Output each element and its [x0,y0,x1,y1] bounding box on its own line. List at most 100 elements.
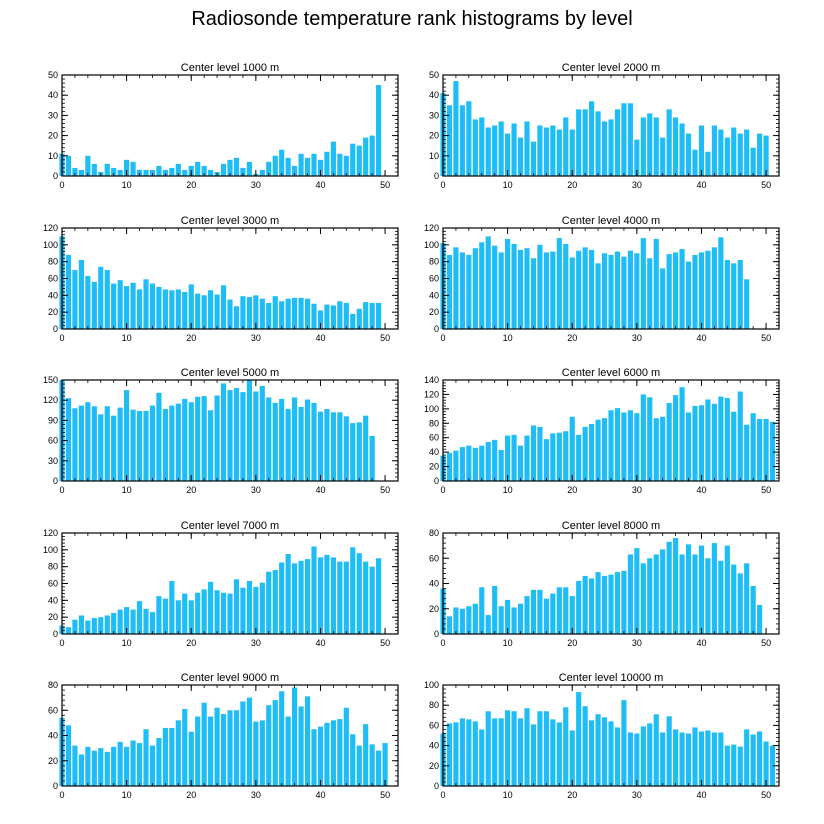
panel-title: Center level 9000 m [181,672,279,684]
histogram-bar [78,169,84,176]
histogram-bar [453,607,459,634]
histogram-bar [91,618,97,634]
y-tick-label: 30 [48,456,58,466]
histogram-bar [195,293,201,329]
histogram-bar [621,700,627,786]
histogram-bar [214,590,220,634]
histogram-bar [117,169,123,176]
histogram-bar [737,573,743,634]
histogram-bar [492,125,498,176]
histogram-bar [208,169,214,176]
histogram-bar [614,109,621,176]
histogram-bar [104,751,110,786]
histogram-bar [627,732,633,786]
histogram-bar [266,302,272,329]
histogram-bar [505,710,511,786]
histogram-bar [162,408,168,481]
histogram-bar [304,298,311,329]
histogram-bar [214,707,220,786]
histogram-bar [543,127,549,176]
histogram-bar [724,745,730,786]
y-tick-label: 80 [429,700,439,710]
histogram-bar [750,586,756,634]
histogram-bar [292,297,298,329]
histogram-bar [143,608,149,634]
histogram-bar [744,129,750,176]
histogram-bar [524,248,530,329]
x-tick-label: 10 [503,180,513,190]
histogram-bar [576,109,582,176]
y-tick-label: 100 [43,545,58,555]
histogram-bar [653,554,659,634]
x-tick-label: 50 [380,790,390,800]
histogram-bar [479,242,485,329]
histogram-bar [143,169,149,176]
histogram-bar [279,301,285,329]
histogram-bar [330,141,336,176]
x-tick-label: 30 [251,638,261,648]
panel-title: Center level 3000 m [181,215,279,227]
histogram-bar [111,415,117,481]
histogram-bar [85,620,91,634]
histogram-bar [356,553,362,634]
x-tick-label: 30 [632,790,642,800]
x-tick-label: 40 [696,790,706,800]
histogram-bar [627,103,633,176]
histogram-bar [757,604,763,634]
histogram-bar [479,117,485,176]
histogram-bar [259,169,265,176]
histogram-bar [130,409,136,481]
histogram-bar [634,253,640,329]
histogram-bar [711,247,717,329]
histogram-bar [188,284,194,329]
y-tick-label: 20 [48,307,58,317]
histogram-bar [220,714,227,786]
histogram-bar [453,81,459,176]
histogram-bar [343,561,349,634]
histogram-bar [343,155,349,176]
y-tick-label: 60 [429,433,439,443]
histogram-bar [124,159,130,176]
histogram-bar [272,570,278,634]
histogram-bar [614,727,621,786]
histogram-bar [272,700,278,786]
histogram-bar [530,589,537,634]
histogram-bar [233,710,240,786]
histogram-bar [718,129,724,176]
histogram-bar [711,732,717,786]
y-tick-label: 0 [53,324,58,334]
histogram-bar [382,743,388,786]
histogram-bar [692,254,698,329]
histogram-bar [304,559,311,634]
histogram-bar [750,734,756,786]
histogram-bar [472,447,478,481]
histogram-bar [130,161,136,176]
histogram-bar [563,587,569,634]
histogram-bar [182,291,188,329]
histogram-bar [524,121,530,176]
histogram-bar [582,109,588,176]
histogram-bar [227,159,233,176]
histogram-bar [543,252,549,329]
x-tick-label: 10 [122,333,132,343]
histogram-bar [608,410,614,481]
histogram-bar [595,419,601,481]
histogram-bar [292,563,298,634]
histogram-bar [240,296,246,329]
histogram-bar [298,297,304,329]
histogram-bar [724,545,730,635]
histogram-bar [446,616,453,634]
histogram-bar [446,254,453,329]
panel-title: Center level 4000 m [562,215,660,227]
y-tick-label: 50 [48,70,58,80]
histogram-bar [369,744,375,786]
histogram-bar [285,157,291,176]
histogram-bar [569,416,575,481]
histogram-bar [337,412,343,481]
histogram-bar [337,301,343,329]
histogram-bar [343,416,349,481]
histogram-panel: Center level 3000 m 0 10 20 30 40 50 0 20 40 60 80 1… [43,215,399,343]
histogram-bar [737,391,743,481]
histogram-bar [492,718,498,786]
